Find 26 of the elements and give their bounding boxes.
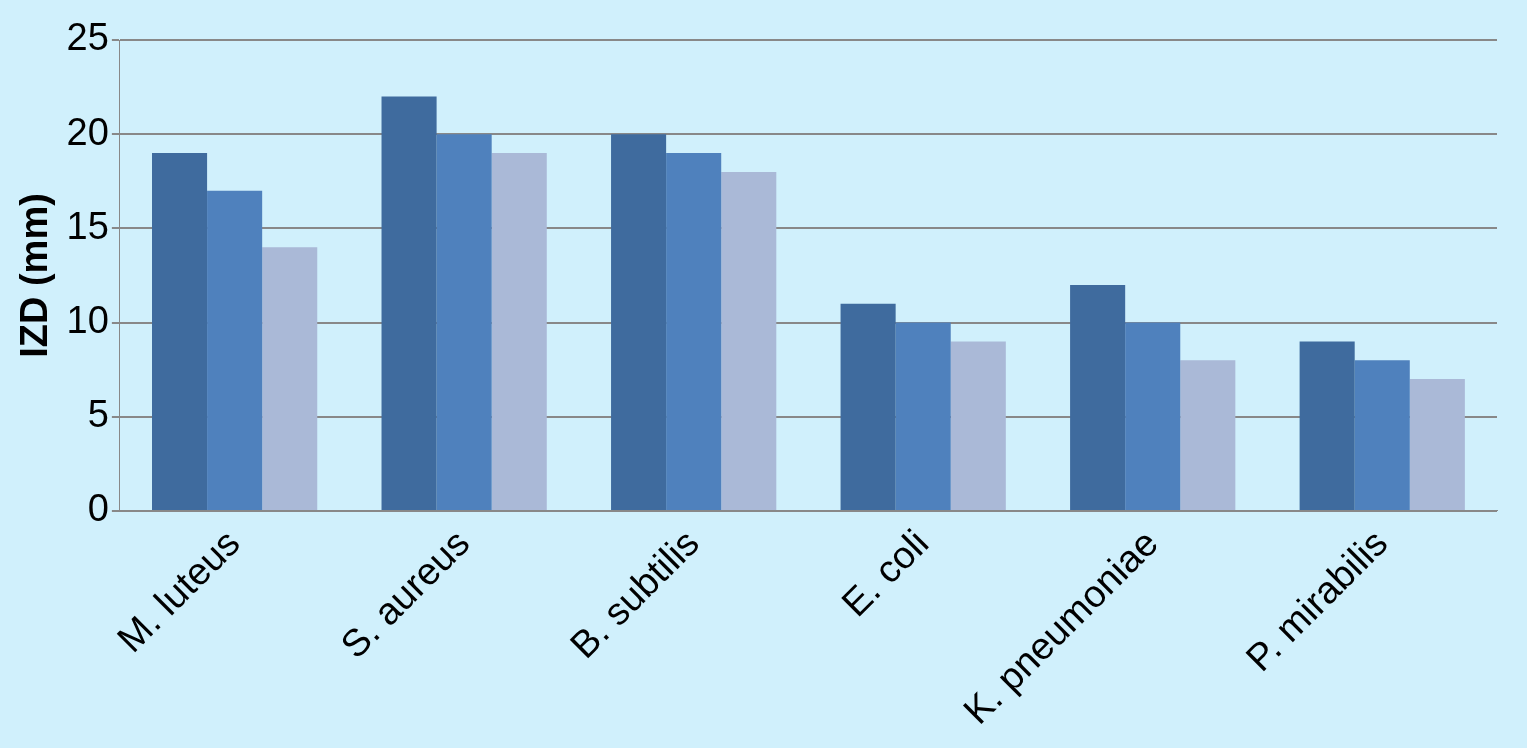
y-tick-label: 15 <box>66 204 109 247</box>
bar <box>262 247 318 510</box>
bar <box>1409 379 1465 510</box>
bar <box>1125 322 1181 510</box>
y-axis-title: IZD (mm) <box>13 193 56 358</box>
bar <box>436 134 492 510</box>
y-tick-label: 10 <box>66 299 109 342</box>
y-tick-label: 25 <box>66 16 109 59</box>
bar <box>950 341 1006 510</box>
bar <box>611 134 667 510</box>
y-tick-label: 0 <box>87 487 109 530</box>
bar <box>1180 360 1236 510</box>
bar <box>840 303 896 510</box>
bar <box>1354 360 1410 510</box>
bar <box>207 190 263 510</box>
y-tick-label: 20 <box>66 110 109 153</box>
bar <box>895 322 951 510</box>
bar <box>381 96 437 510</box>
bar <box>666 153 722 510</box>
bar <box>491 153 547 510</box>
x-tick-label: E. coli <box>833 521 937 625</box>
bar <box>721 171 777 510</box>
y-tick-label: 5 <box>87 393 109 436</box>
bar <box>152 153 208 510</box>
bar <box>1070 284 1126 510</box>
bar <box>1299 341 1355 510</box>
